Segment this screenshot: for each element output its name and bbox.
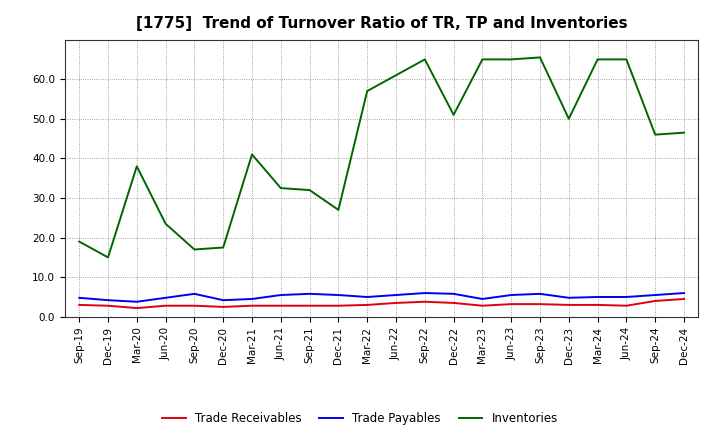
Inventories — [651, 132, 660, 137]
Trade Payables — [478, 297, 487, 302]
Trade Receivables — [392, 300, 400, 305]
Trade Payables — [363, 294, 372, 300]
Inventories — [334, 207, 343, 213]
Trade Payables — [420, 290, 429, 296]
Title: [1775]  Trend of Turnover Ratio of TR, TP and Inventories: [1775] Trend of Turnover Ratio of TR, TP… — [136, 16, 627, 32]
Legend: Trade Receivables, Trade Payables, Inventories: Trade Receivables, Trade Payables, Inven… — [157, 407, 563, 430]
Trade Payables — [564, 295, 573, 301]
Inventories — [392, 73, 400, 78]
Inventories — [420, 57, 429, 62]
Trade Payables — [75, 295, 84, 301]
Inventories — [622, 57, 631, 62]
Trade Receivables — [132, 305, 141, 311]
Trade Receivables — [622, 303, 631, 308]
Trade Receivables — [478, 303, 487, 308]
Trade Payables — [392, 292, 400, 297]
Line: Inventories: Inventories — [79, 57, 684, 257]
Trade Receivables — [680, 297, 688, 302]
Trade Payables — [449, 291, 458, 297]
Inventories — [161, 221, 170, 226]
Trade Receivables — [219, 304, 228, 310]
Inventories — [219, 245, 228, 250]
Trade Receivables — [507, 301, 516, 307]
Inventories — [536, 55, 544, 60]
Trade Receivables — [564, 302, 573, 308]
Trade Payables — [622, 294, 631, 300]
Trade Payables — [248, 297, 256, 302]
Inventories — [132, 164, 141, 169]
Inventories — [593, 57, 602, 62]
Trade Payables — [507, 292, 516, 297]
Trade Receivables — [161, 303, 170, 308]
Inventories — [248, 152, 256, 157]
Trade Receivables — [536, 301, 544, 307]
Inventories — [104, 255, 112, 260]
Trade Payables — [190, 291, 199, 297]
Inventories — [305, 187, 314, 193]
Trade Payables — [536, 291, 544, 297]
Trade Receivables — [305, 303, 314, 308]
Inventories — [478, 57, 487, 62]
Trade Payables — [334, 292, 343, 297]
Trade Receivables — [190, 303, 199, 308]
Trade Payables — [132, 299, 141, 304]
Trade Payables — [104, 297, 112, 303]
Trade Receivables — [104, 303, 112, 308]
Trade Receivables — [334, 303, 343, 308]
Inventories — [680, 130, 688, 136]
Trade Receivables — [75, 302, 84, 308]
Trade Receivables — [276, 303, 285, 308]
Inventories — [190, 247, 199, 252]
Trade Payables — [651, 292, 660, 297]
Inventories — [276, 186, 285, 191]
Inventories — [363, 88, 372, 94]
Trade Receivables — [651, 298, 660, 304]
Trade Receivables — [449, 300, 458, 305]
Inventories — [449, 112, 458, 117]
Inventories — [507, 57, 516, 62]
Trade Payables — [219, 297, 228, 303]
Inventories — [75, 239, 84, 244]
Trade Payables — [161, 295, 170, 301]
Trade Payables — [276, 292, 285, 297]
Trade Payables — [593, 294, 602, 300]
Inventories — [564, 116, 573, 121]
Line: Trade Payables: Trade Payables — [79, 293, 684, 302]
Line: Trade Receivables: Trade Receivables — [79, 299, 684, 308]
Trade Receivables — [593, 302, 602, 308]
Trade Receivables — [248, 303, 256, 308]
Trade Payables — [680, 290, 688, 296]
Trade Payables — [305, 291, 314, 297]
Trade Receivables — [363, 302, 372, 308]
Trade Receivables — [420, 299, 429, 304]
